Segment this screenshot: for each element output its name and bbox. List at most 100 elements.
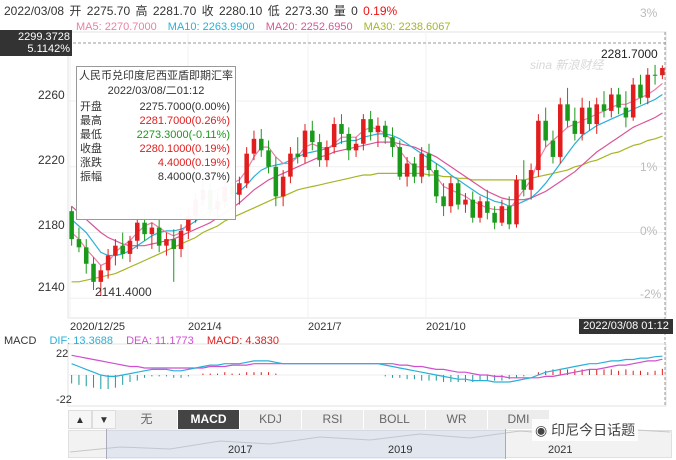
change-pct: 0.19% [363,4,398,18]
pct-tick-label: -2% [640,287,662,301]
navigator-year: 2021 [548,444,573,456]
ohlc-tooltip: 人民币兑印度尼西亚盾即期汇率 2022/03/08/二01:12 开盘 2275… [76,66,236,220]
candle-body [521,179,527,190]
low-label: 低 [267,4,280,18]
navigator-year: 2019 [388,444,413,456]
low-value: 2273.30 [285,4,329,18]
navigator-year: 2017 [228,444,253,456]
ma30-line [71,135,663,283]
y-tick-label: 2260 [38,88,65,102]
candle-body [572,120,578,134]
open-value: 2275.70 [86,4,131,18]
candle-body [142,222,147,235]
candle-body [127,240,133,254]
candle-body [630,84,636,118]
macd-name: MACD [4,335,37,347]
sina-watermark: sina 新浪财经 [530,58,604,72]
tooltip-title: 人民币兑印度尼西亚盾即期汇率 [79,70,233,82]
tooltip-row-low: 最低 2273.3000(-0.11%) [77,128,235,142]
tab-macd[interactable]: MACD [178,410,240,429]
tooltip-key: 涨跌 [80,157,102,169]
candle-body [382,125,388,138]
tab-boll[interactable]: BOLL [364,410,426,429]
ma-legend: MA5: 2270.7000 MA10: 2263.9900 MA20: 225… [76,21,459,33]
tab-kdj[interactable]: KDJ [240,410,302,429]
candle-body [186,216,191,231]
tooltip-time: 2022/03/08/二01:12 [107,85,205,97]
candle-body [331,124,337,148]
tooltip-value: 4.4000(0.19%) [157,157,230,169]
crosshair-price: 2299.3728 [18,31,70,43]
high-label: 高 [135,4,148,18]
candle-body [404,163,410,177]
volume-value: 0 [351,4,358,18]
volume-label: 量 [333,4,346,18]
close-value: 2280.10 [218,4,263,18]
candle-body [310,130,315,143]
candle-body [375,125,381,133]
candle-body [645,74,651,98]
candle-body [244,153,249,184]
candle-body [492,212,497,223]
candle-body [455,183,461,205]
candle-body [91,263,96,282]
candle-body [550,140,556,157]
min-price-label: 2141.4000 [95,285,152,299]
macd-dea: DEA: 11.1773 [126,335,194,347]
candle-body [171,239,177,249]
candle-body [317,142,322,161]
tooltip-key: 开盘 [80,101,102,113]
tooltip-row-close: 收盘 2280.1000(0.19%) [77,142,235,156]
tooltip-value: 8.4000(0.37%) [157,171,230,183]
candle-body [164,239,169,246]
y-tick-label: 2180 [38,218,65,232]
tooltip-row-high: 最高 2281.7000(0.26%) [77,114,235,128]
ma20-legend: MA20: 2252.6950 [265,21,353,33]
candle-body [485,201,490,213]
ma10-line [71,94,663,257]
macd-legend: MACD DIF: 13.3688 DEA: 11.1773 MACD: 4.3… [4,335,289,347]
candle-body [470,199,476,218]
navigator-handle[interactable] [106,429,506,459]
indicator-tabs: ▲ ▼ 无 MACD KDJ RSI BOLL WR DMI [68,410,550,429]
candle-body [638,84,643,98]
tooltip-value: 2275.7000(0.00%) [139,101,230,113]
close-label: 收 [201,4,214,18]
scroll-right-arrow-icon[interactable]: ▼ [92,410,116,429]
candle-body [135,222,140,241]
candle-body [434,170,439,197]
y-tick-label: 2140 [38,280,65,294]
candle-body [113,245,118,256]
candle-body [587,107,592,125]
tooltip-value: 2281.7000(0.26%) [139,115,230,127]
pct-tick-label: 0% [640,224,658,238]
candle-body [76,239,82,248]
pct-tick-label: 1% [640,160,658,174]
candle-body [623,107,629,118]
candle-body [280,176,286,197]
tooltip-row-amplitude: 振幅 8.4000(0.37%) [77,170,235,184]
candle-body [69,211,74,240]
tab-wr[interactable]: WR [426,410,488,429]
scroll-left-arrow-icon[interactable]: ▲ [68,410,92,429]
candle-body [419,153,424,177]
wechat-brand-label: ◉ 印尼今日话题 [532,419,639,441]
brand-text: 印尼今日话题 [551,422,636,438]
candle-body [426,153,432,171]
candle-body [288,153,293,177]
candle-body [499,206,505,223]
ma5-line [71,82,663,267]
candle-body [237,183,242,195]
pct-tick-label: 3% [640,6,658,20]
candle-body [609,94,614,111]
candle-body [477,201,483,218]
candle-body [258,138,264,151]
tab-rsi[interactable]: RSI [302,410,364,429]
candle-body [441,196,446,207]
candle-body [390,137,395,148]
candle-body [339,124,344,134]
tooltip-row-open: 开盘 2275.7000(0.00%) [77,100,235,114]
x-tick-label: 2021/7 [308,321,342,333]
candle-body [149,227,155,235]
tab-none[interactable]: 无 [116,410,178,429]
